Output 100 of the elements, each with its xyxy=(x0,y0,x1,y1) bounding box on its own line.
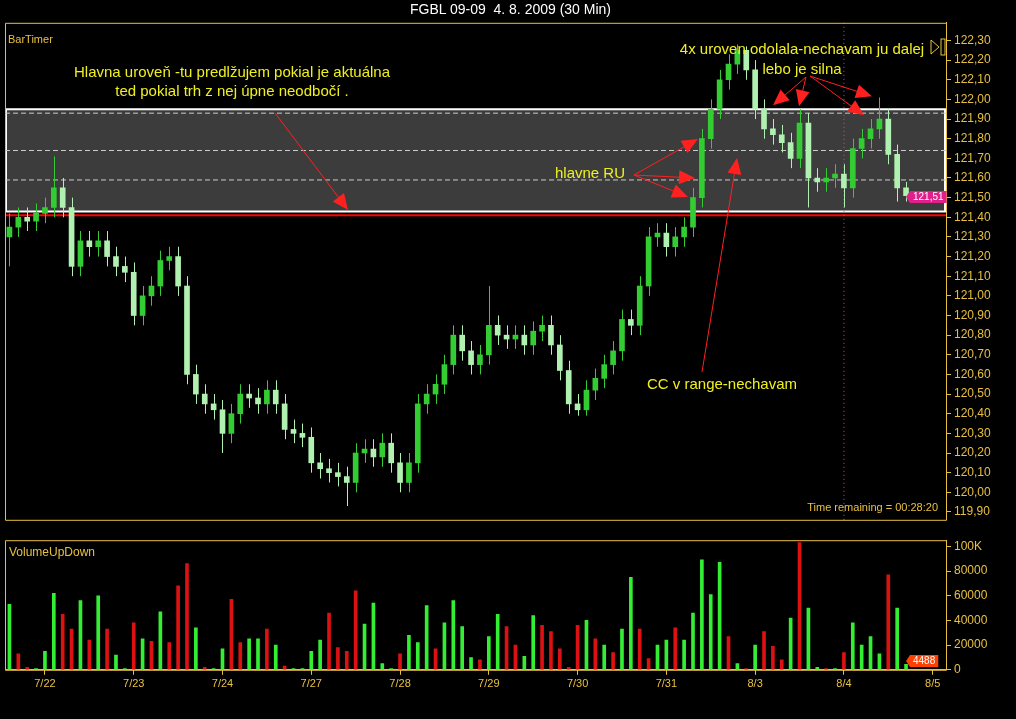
candlestick xyxy=(246,383,252,409)
candlestick xyxy=(397,452,403,493)
candlestick xyxy=(290,419,297,444)
bar xyxy=(96,595,101,670)
candlestick xyxy=(42,197,48,224)
bar xyxy=(415,642,420,670)
candlestick xyxy=(299,423,306,448)
candlestick xyxy=(548,315,554,356)
annotation: Hlavna uroveň -tu predlžujem pokial je aktuálna xyxy=(73,63,391,81)
bar xyxy=(611,652,615,670)
candlestick xyxy=(95,230,102,258)
candlestick xyxy=(477,344,483,375)
candlestick xyxy=(521,324,528,356)
y-tick-label: 121,80 xyxy=(954,131,992,146)
candlestick xyxy=(858,128,865,159)
candlestick xyxy=(379,432,386,468)
y-tick-label: 120,30 xyxy=(954,425,992,440)
bar xyxy=(708,594,713,670)
candlestick xyxy=(33,203,39,232)
bar xyxy=(105,628,109,670)
bar xyxy=(779,659,784,670)
bar xyxy=(469,657,473,670)
bar xyxy=(16,653,21,670)
bar xyxy=(176,585,180,670)
y-tick-label: 121,30 xyxy=(954,229,992,244)
candlestick xyxy=(610,340,616,375)
y-tick-label: 121,00 xyxy=(954,288,992,303)
candlestick xyxy=(326,458,332,483)
candlestick xyxy=(51,155,57,218)
y-tick-label: 120,10 xyxy=(954,464,992,479)
y-tick-label: 120,40 xyxy=(954,406,992,421)
annotation: CC v range-nechavam xyxy=(646,375,798,393)
candlestick xyxy=(113,246,119,277)
bar xyxy=(620,628,624,670)
y-tick-label: 122,30 xyxy=(954,32,992,47)
bar xyxy=(682,639,686,670)
bar xyxy=(407,634,411,670)
annotation: Time remaining = 00:28:20 xyxy=(807,501,938,514)
candlestick xyxy=(628,309,634,336)
y-tick-label: 122,00 xyxy=(954,91,992,106)
bar xyxy=(256,638,260,670)
bar xyxy=(886,574,891,670)
y-tick-label: 120,60 xyxy=(954,366,992,381)
y-tick-label: 120,00 xyxy=(954,484,992,499)
annotation: 121,51 xyxy=(913,190,945,202)
x-tick-label: 7/29 xyxy=(478,677,500,690)
candlestick xyxy=(672,226,679,258)
y-tick-label: 60000 xyxy=(954,588,988,603)
bar xyxy=(771,646,775,670)
bar xyxy=(43,650,47,670)
y-tick-label: 120,80 xyxy=(954,327,992,342)
candlestick xyxy=(441,354,448,395)
y-tick-label: 20000 xyxy=(954,637,988,652)
bar xyxy=(238,642,243,670)
bar xyxy=(131,622,136,670)
bar xyxy=(398,653,402,670)
bar xyxy=(673,627,678,670)
y-tick-label: 120,20 xyxy=(954,445,992,460)
candlestick xyxy=(832,163,838,189)
candlestick xyxy=(681,216,687,248)
y-tick-label: 120,70 xyxy=(954,347,992,362)
annotation: hlavne RU xyxy=(554,164,626,182)
candlestick xyxy=(814,167,821,193)
candlestick xyxy=(743,45,750,81)
bar xyxy=(185,563,189,670)
candlestick xyxy=(530,320,537,356)
candlestick xyxy=(539,315,545,342)
bar xyxy=(691,612,695,670)
bar xyxy=(318,639,322,670)
x-tick-label: 7/30 xyxy=(566,677,589,690)
bar xyxy=(602,644,607,670)
y-tick-label: 120,50 xyxy=(954,386,992,401)
candlestick xyxy=(388,432,394,474)
x-tick-label: 7/22 xyxy=(34,677,56,690)
candlestick xyxy=(166,246,173,271)
bar xyxy=(194,627,198,670)
candlestick xyxy=(24,206,31,232)
candlestick xyxy=(343,466,350,507)
y-tick-label: 121,10 xyxy=(954,268,992,283)
candlestick xyxy=(770,118,776,146)
x-tick-label: 7/31 xyxy=(655,677,678,690)
bar xyxy=(531,615,536,670)
bar xyxy=(460,626,465,670)
annotation: BarTimer xyxy=(8,33,54,46)
bar xyxy=(629,576,633,670)
y-tick-label: 100K xyxy=(954,538,983,553)
bar xyxy=(700,559,704,670)
x-tick-label: 8/4 xyxy=(836,677,852,690)
bar xyxy=(549,631,553,670)
candlestick xyxy=(201,383,208,415)
bar xyxy=(522,655,527,670)
y-tick-label: 121,20 xyxy=(954,248,992,263)
x-tick-label: 7/23 xyxy=(123,677,145,690)
y-tick-label: 0 xyxy=(954,662,961,677)
bar xyxy=(265,628,269,670)
y-tick-label: 121,70 xyxy=(954,150,992,165)
candlestick xyxy=(237,383,244,425)
candlestick xyxy=(406,452,412,493)
candlestick xyxy=(494,315,501,346)
y-tick-label: 121,60 xyxy=(954,170,992,185)
